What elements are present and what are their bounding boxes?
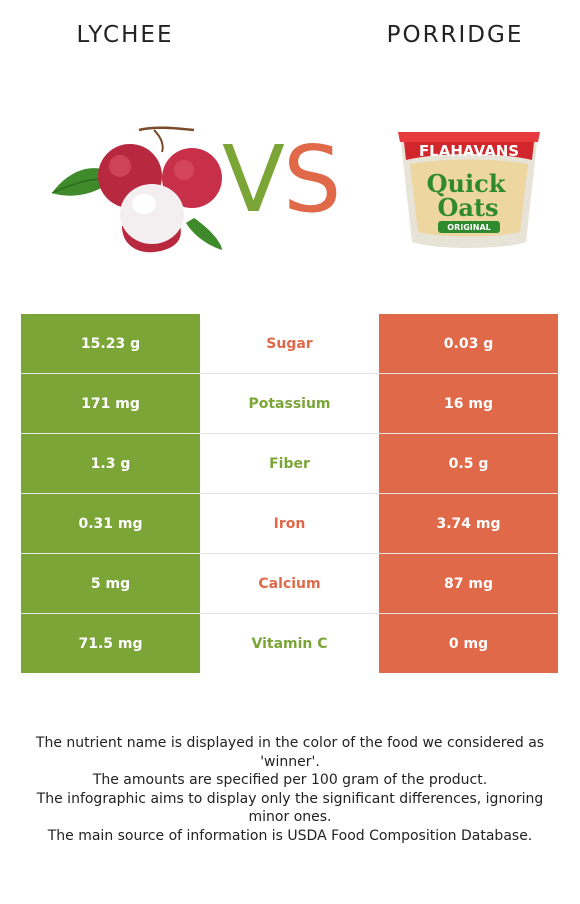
nutrient-name: Fiber <box>200 433 379 494</box>
left-value: 1.3 g <box>21 433 200 494</box>
left-value: 5 mg <box>21 553 200 614</box>
left-food-title: LYCHEE <box>76 22 174 48</box>
lychee-image <box>51 126 222 253</box>
nutrient-name: Vitamin C <box>200 613 379 673</box>
variant-text: ORIGINAL <box>447 223 490 232</box>
nutrient-row: 1.3 g Fiber 0.5 g <box>21 433 558 494</box>
note-2: The amounts are specified per 100 gram o… <box>92 772 488 788</box>
right-value: 3.74 mg <box>379 493 558 554</box>
left-value: 15.23 g <box>21 314 200 374</box>
nutrient-row: 171 mg Potassium 16 mg <box>21 373 558 434</box>
right-value: 0.03 g <box>379 314 558 374</box>
nutrient-name: Sugar <box>200 314 379 374</box>
vs-s: S <box>282 126 341 233</box>
nutrient-row: 0.31 mg Iron 3.74 mg <box>21 493 558 554</box>
right-value: 0.5 g <box>379 433 558 494</box>
right-value: 16 mg <box>379 373 558 434</box>
nutrient-name: Calcium <box>200 553 379 614</box>
comparison-table: 15.23 g Sugar 0.03 g 171 mg Potassium 16 mg 1.… <box>21 314 558 673</box>
quick-text: Quick <box>427 169 507 198</box>
right-food-title: PORRIDGE <box>386 22 524 48</box>
right-value: 87 mg <box>379 553 558 614</box>
right-value: 0 mg <box>379 613 558 673</box>
vs-label: VS <box>222 130 362 230</box>
vs-v: V <box>222 126 285 233</box>
left-value: 71.5 mg <box>21 613 200 673</box>
left-value: 171 mg <box>21 373 200 434</box>
left-value: 0.31 mg <box>21 493 200 554</box>
note-4: The main source of information is USDA F… <box>47 827 533 844</box>
nutrient-row: 5 mg Calcium 87 mg <box>21 553 558 614</box>
footnotes: The nutrient name is displayed in the co… <box>20 734 560 845</box>
nutrient-name: Iron <box>200 493 379 554</box>
oats-text: Oats <box>437 193 498 222</box>
note-1: The nutrient name is displayed in the co… <box>35 735 545 770</box>
note-3: The infographic aims to display only the… <box>36 790 544 826</box>
nutrient-row: 15.23 g Sugar 0.03 g <box>21 314 558 374</box>
porridge-image: FLAHAVANS Quick Oats ORIGINAL <box>398 132 540 248</box>
nutrient-name: Potassium <box>200 373 379 434</box>
brand-text: FLAHAVANS <box>419 142 519 160</box>
